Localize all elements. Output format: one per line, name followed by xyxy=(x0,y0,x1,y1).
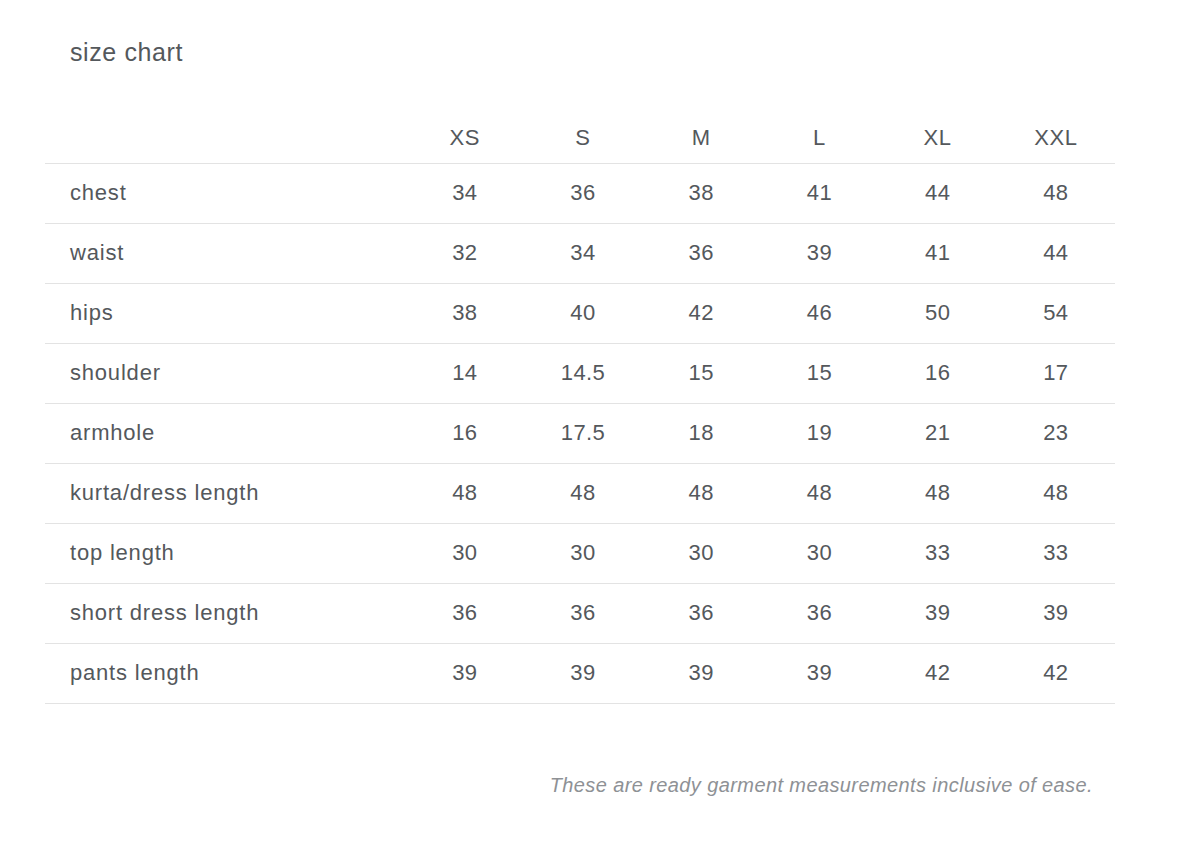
row-label: pants length xyxy=(45,643,406,703)
cell-value: 36 xyxy=(406,583,524,643)
cell-value: 21 xyxy=(879,403,997,463)
table-row-armhole: armhole 16 17.5 18 19 21 23 xyxy=(45,403,1115,463)
cell-value: 42 xyxy=(879,643,997,703)
cell-value: 48 xyxy=(642,463,760,523)
cell-value: 44 xyxy=(997,223,1115,283)
cell-value: 39 xyxy=(760,223,878,283)
cell-value: 36 xyxy=(642,223,760,283)
header-size-l: L xyxy=(760,114,878,163)
cell-value: 40 xyxy=(524,283,642,343)
row-label: top length xyxy=(45,523,406,583)
header-empty-cell xyxy=(45,114,406,163)
header-size-xxl: XXL xyxy=(997,114,1115,163)
cell-value: 39 xyxy=(997,583,1115,643)
cell-value: 39 xyxy=(406,643,524,703)
cell-value: 34 xyxy=(406,163,524,223)
cell-value: 48 xyxy=(997,163,1115,223)
table-row-waist: waist 32 34 36 39 41 44 xyxy=(45,223,1115,283)
table-row-kurta-dress-length: kurta/dress length 48 48 48 48 48 48 xyxy=(45,463,1115,523)
cell-value: 14 xyxy=(406,343,524,403)
cell-value: 42 xyxy=(642,283,760,343)
cell-value: 36 xyxy=(760,583,878,643)
cell-value: 17.5 xyxy=(524,403,642,463)
table-row-shoulder: shoulder 14 14.5 15 15 16 17 xyxy=(45,343,1115,403)
cell-value: 15 xyxy=(642,343,760,403)
cell-value: 36 xyxy=(524,583,642,643)
row-label: chest xyxy=(45,163,406,223)
cell-value: 33 xyxy=(879,523,997,583)
table-row-hips: hips 38 40 42 46 50 54 xyxy=(45,283,1115,343)
cell-value: 41 xyxy=(879,223,997,283)
cell-value: 14.5 xyxy=(524,343,642,403)
table-row-top-length: top length 30 30 30 30 33 33 xyxy=(45,523,1115,583)
header-row: XS S M L XL XXL xyxy=(45,114,1115,163)
cell-value: 39 xyxy=(642,643,760,703)
footnote: These are ready garment measurements inc… xyxy=(0,774,1093,797)
cell-value: 39 xyxy=(879,583,997,643)
cell-value: 33 xyxy=(997,523,1115,583)
cell-value: 30 xyxy=(406,523,524,583)
row-label: waist xyxy=(45,223,406,283)
cell-value: 36 xyxy=(524,163,642,223)
cell-value: 48 xyxy=(760,463,878,523)
cell-value: 38 xyxy=(406,283,524,343)
header-size-m: M xyxy=(642,114,760,163)
row-label: shoulder xyxy=(45,343,406,403)
cell-value: 39 xyxy=(524,643,642,703)
table-row-chest: chest 34 36 38 41 44 48 xyxy=(45,163,1115,223)
cell-value: 15 xyxy=(760,343,878,403)
header-size-xs: XS xyxy=(406,114,524,163)
cell-value: 16 xyxy=(406,403,524,463)
header-size-xl: XL xyxy=(879,114,997,163)
table-row-pants-length: pants length 39 39 39 39 42 42 xyxy=(45,643,1115,703)
header-size-s: S xyxy=(524,114,642,163)
cell-value: 42 xyxy=(997,643,1115,703)
cell-value: 30 xyxy=(524,523,642,583)
cell-value: 32 xyxy=(406,223,524,283)
cell-value: 44 xyxy=(879,163,997,223)
cell-value: 48 xyxy=(406,463,524,523)
cell-value: 30 xyxy=(642,523,760,583)
row-label: short dress length xyxy=(45,583,406,643)
cell-value: 50 xyxy=(879,283,997,343)
cell-value: 48 xyxy=(879,463,997,523)
cell-value: 23 xyxy=(997,403,1115,463)
cell-value: 34 xyxy=(524,223,642,283)
cell-value: 39 xyxy=(760,643,878,703)
cell-value: 18 xyxy=(642,403,760,463)
row-label: hips xyxy=(45,283,406,343)
cell-value: 48 xyxy=(997,463,1115,523)
cell-value: 17 xyxy=(997,343,1115,403)
cell-value: 41 xyxy=(760,163,878,223)
cell-value: 54 xyxy=(997,283,1115,343)
table-row-short-dress-length: short dress length 36 36 36 36 39 39 xyxy=(45,583,1115,643)
size-chart-page: size chart XS S M L XL XXL chest 34 36 3 xyxy=(0,0,1200,850)
cell-value: 30 xyxy=(760,523,878,583)
page-title: size chart xyxy=(70,38,1200,67)
size-chart-table: XS S M L XL XXL chest 34 36 38 41 44 48 … xyxy=(45,114,1115,704)
cell-value: 36 xyxy=(642,583,760,643)
row-label: kurta/dress length xyxy=(45,463,406,523)
cell-value: 16 xyxy=(879,343,997,403)
cell-value: 38 xyxy=(642,163,760,223)
cell-value: 46 xyxy=(760,283,878,343)
row-label: armhole xyxy=(45,403,406,463)
cell-value: 48 xyxy=(524,463,642,523)
cell-value: 19 xyxy=(760,403,878,463)
